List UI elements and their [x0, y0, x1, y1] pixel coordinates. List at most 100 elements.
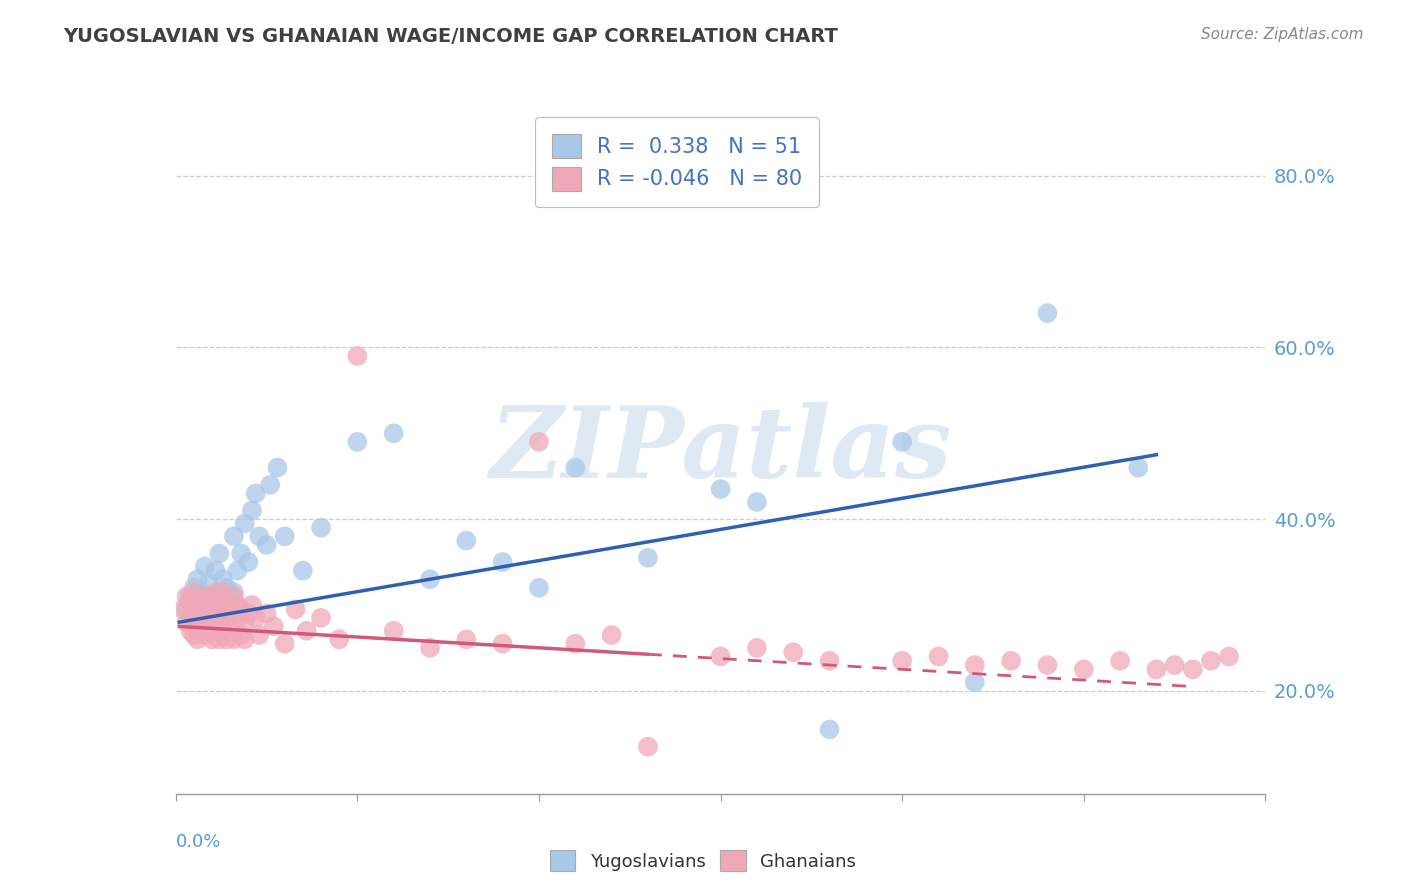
- Point: [226, 611, 249, 625]
- Point: [226, 598, 249, 612]
- Point: [382, 624, 405, 638]
- Point: [201, 632, 224, 647]
- Point: [231, 546, 253, 561]
- Point: [818, 654, 841, 668]
- Point: [1073, 662, 1095, 676]
- Point: [215, 581, 238, 595]
- Point: [1181, 662, 1204, 676]
- Point: [204, 564, 226, 578]
- Point: [256, 538, 278, 552]
- Point: [179, 624, 201, 638]
- Point: [179, 593, 201, 607]
- Point: [172, 602, 194, 616]
- Point: [204, 598, 226, 612]
- Point: [247, 529, 270, 543]
- Point: [222, 585, 245, 599]
- Point: [238, 555, 260, 569]
- Point: [328, 632, 350, 647]
- Point: [963, 658, 986, 673]
- Point: [215, 611, 238, 625]
- Point: [201, 590, 224, 604]
- Point: [183, 628, 205, 642]
- Point: [197, 598, 219, 612]
- Point: [256, 607, 278, 621]
- Point: [208, 546, 231, 561]
- Point: [212, 624, 235, 638]
- Point: [745, 495, 768, 509]
- Point: [197, 576, 219, 591]
- Point: [197, 611, 219, 625]
- Point: [492, 637, 515, 651]
- Point: [212, 585, 235, 599]
- Point: [204, 585, 226, 599]
- Point: [963, 675, 986, 690]
- Point: [240, 598, 263, 612]
- Point: [419, 572, 441, 586]
- Point: [212, 572, 235, 586]
- Point: [1036, 306, 1059, 320]
- Point: [263, 619, 285, 633]
- Point: [183, 581, 205, 595]
- Point: [212, 590, 235, 604]
- Point: [222, 632, 245, 647]
- Text: ZIPatlas: ZIPatlas: [489, 402, 952, 499]
- Point: [190, 611, 212, 625]
- Point: [1218, 649, 1240, 664]
- Legend: R =  0.338   N = 51, R = -0.046   N = 80: R = 0.338 N = 51, R = -0.046 N = 80: [534, 118, 820, 207]
- Point: [208, 632, 231, 647]
- Point: [564, 460, 586, 475]
- Point: [309, 611, 332, 625]
- Point: [456, 533, 478, 548]
- Point: [346, 434, 368, 449]
- Text: Source: ZipAtlas.com: Source: ZipAtlas.com: [1201, 27, 1364, 42]
- Point: [247, 628, 270, 642]
- Point: [197, 624, 219, 638]
- Point: [233, 615, 256, 630]
- Point: [194, 628, 217, 642]
- Point: [219, 602, 242, 616]
- Point: [710, 649, 733, 664]
- Point: [266, 460, 288, 475]
- Point: [222, 590, 245, 604]
- Point: [382, 426, 405, 441]
- Point: [419, 640, 441, 655]
- Point: [176, 602, 198, 616]
- Point: [233, 632, 256, 647]
- Point: [201, 593, 224, 607]
- Point: [259, 478, 281, 492]
- Point: [1000, 654, 1022, 668]
- Point: [1128, 460, 1150, 475]
- Point: [197, 602, 219, 616]
- Point: [226, 564, 249, 578]
- Point: [1146, 662, 1168, 676]
- Point: [186, 593, 209, 607]
- Point: [782, 645, 804, 659]
- Point: [492, 555, 515, 569]
- Point: [176, 590, 198, 604]
- Point: [928, 649, 950, 664]
- Point: [219, 619, 242, 633]
- Point: [194, 590, 217, 604]
- Point: [309, 521, 332, 535]
- Point: [346, 349, 368, 363]
- Point: [190, 585, 212, 599]
- Point: [274, 637, 297, 651]
- Point: [204, 602, 226, 616]
- Point: [274, 529, 297, 543]
- Point: [190, 624, 212, 638]
- Text: YUGOSLAVIAN VS GHANAIAN WAGE/INCOME GAP CORRELATION CHART: YUGOSLAVIAN VS GHANAIAN WAGE/INCOME GAP …: [63, 27, 838, 45]
- Point: [291, 564, 314, 578]
- Point: [710, 482, 733, 496]
- Point: [194, 559, 217, 574]
- Point: [600, 628, 623, 642]
- Point: [456, 632, 478, 647]
- Point: [295, 624, 318, 638]
- Point: [194, 615, 217, 630]
- Point: [208, 611, 231, 625]
- Point: [1199, 654, 1222, 668]
- Point: [231, 602, 253, 616]
- Point: [233, 516, 256, 531]
- Point: [186, 611, 209, 625]
- Point: [190, 607, 212, 621]
- Point: [1109, 654, 1132, 668]
